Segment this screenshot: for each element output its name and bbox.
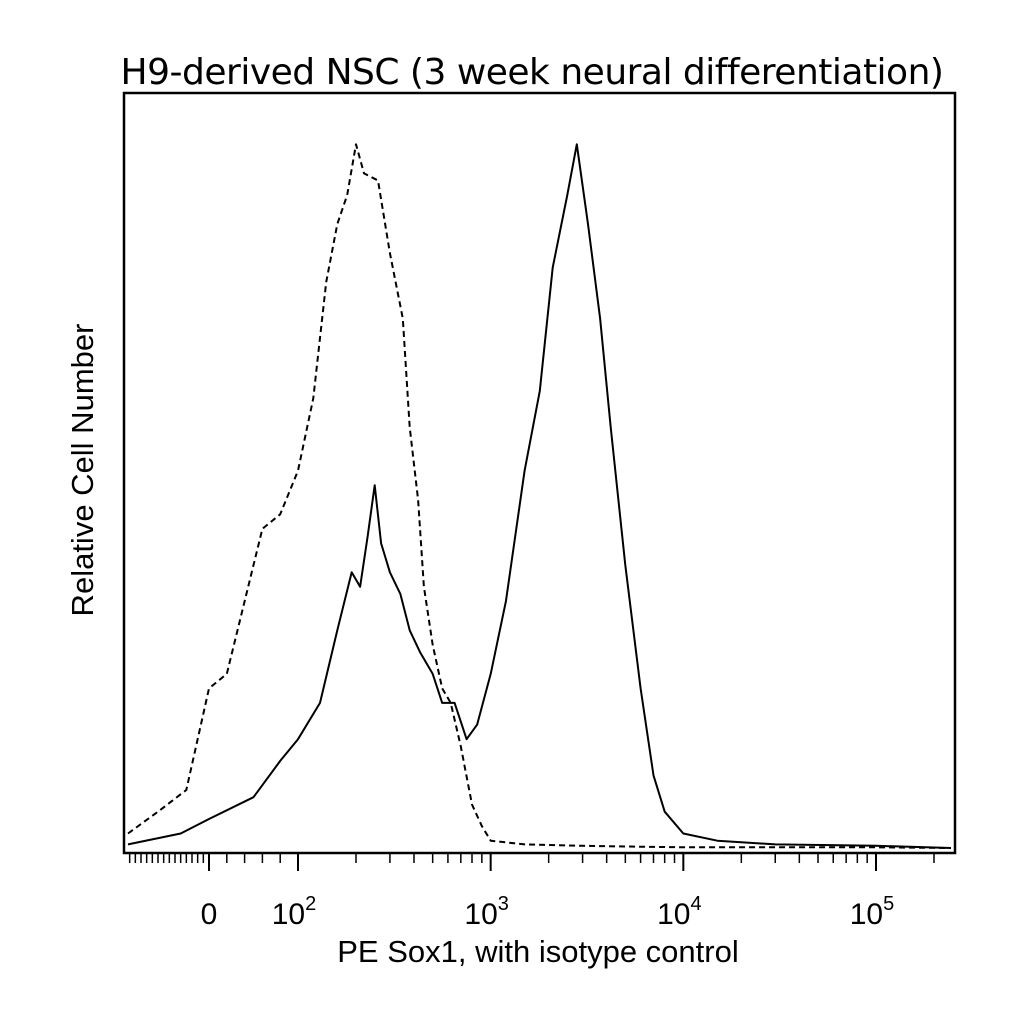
y-axis-title: Relative Cell Number	[65, 324, 100, 617]
x-tick-base-3: 10	[657, 898, 690, 931]
series-layer	[127, 143, 952, 849]
x-tick-labels: 0 102 103 104 105	[201, 893, 895, 931]
series-isotype-control-line	[127, 143, 952, 849]
x-tick-base-4: 10	[850, 898, 883, 931]
x-tick-label-4: 105	[850, 893, 895, 931]
x-tick-label-0: 0	[201, 898, 218, 931]
major-ticks	[208, 853, 877, 871]
x-tick-exponent-1: 2	[305, 893, 316, 915]
x-tick-label-2: 103	[464, 893, 508, 931]
chart-title: H9-derived NSC (3 week neural differenti…	[120, 52, 944, 93]
series-sox1-line	[127, 143, 952, 849]
x-tick-label-1: 102	[272, 893, 317, 931]
x-tick-label-3: 104	[657, 893, 702, 931]
x-tick-base-1: 10	[272, 898, 305, 931]
x-axis-title: PE Sox1, with isotype control	[337, 934, 738, 969]
minor-ticks	[128, 853, 935, 863]
x-tick-base-2: 10	[464, 898, 497, 931]
x-tick-exponent-2: 3	[498, 893, 509, 915]
x-tick-exponent-4: 5	[883, 893, 894, 915]
plot-frame	[122, 91, 957, 855]
x-tick-exponent-3: 4	[690, 893, 701, 915]
